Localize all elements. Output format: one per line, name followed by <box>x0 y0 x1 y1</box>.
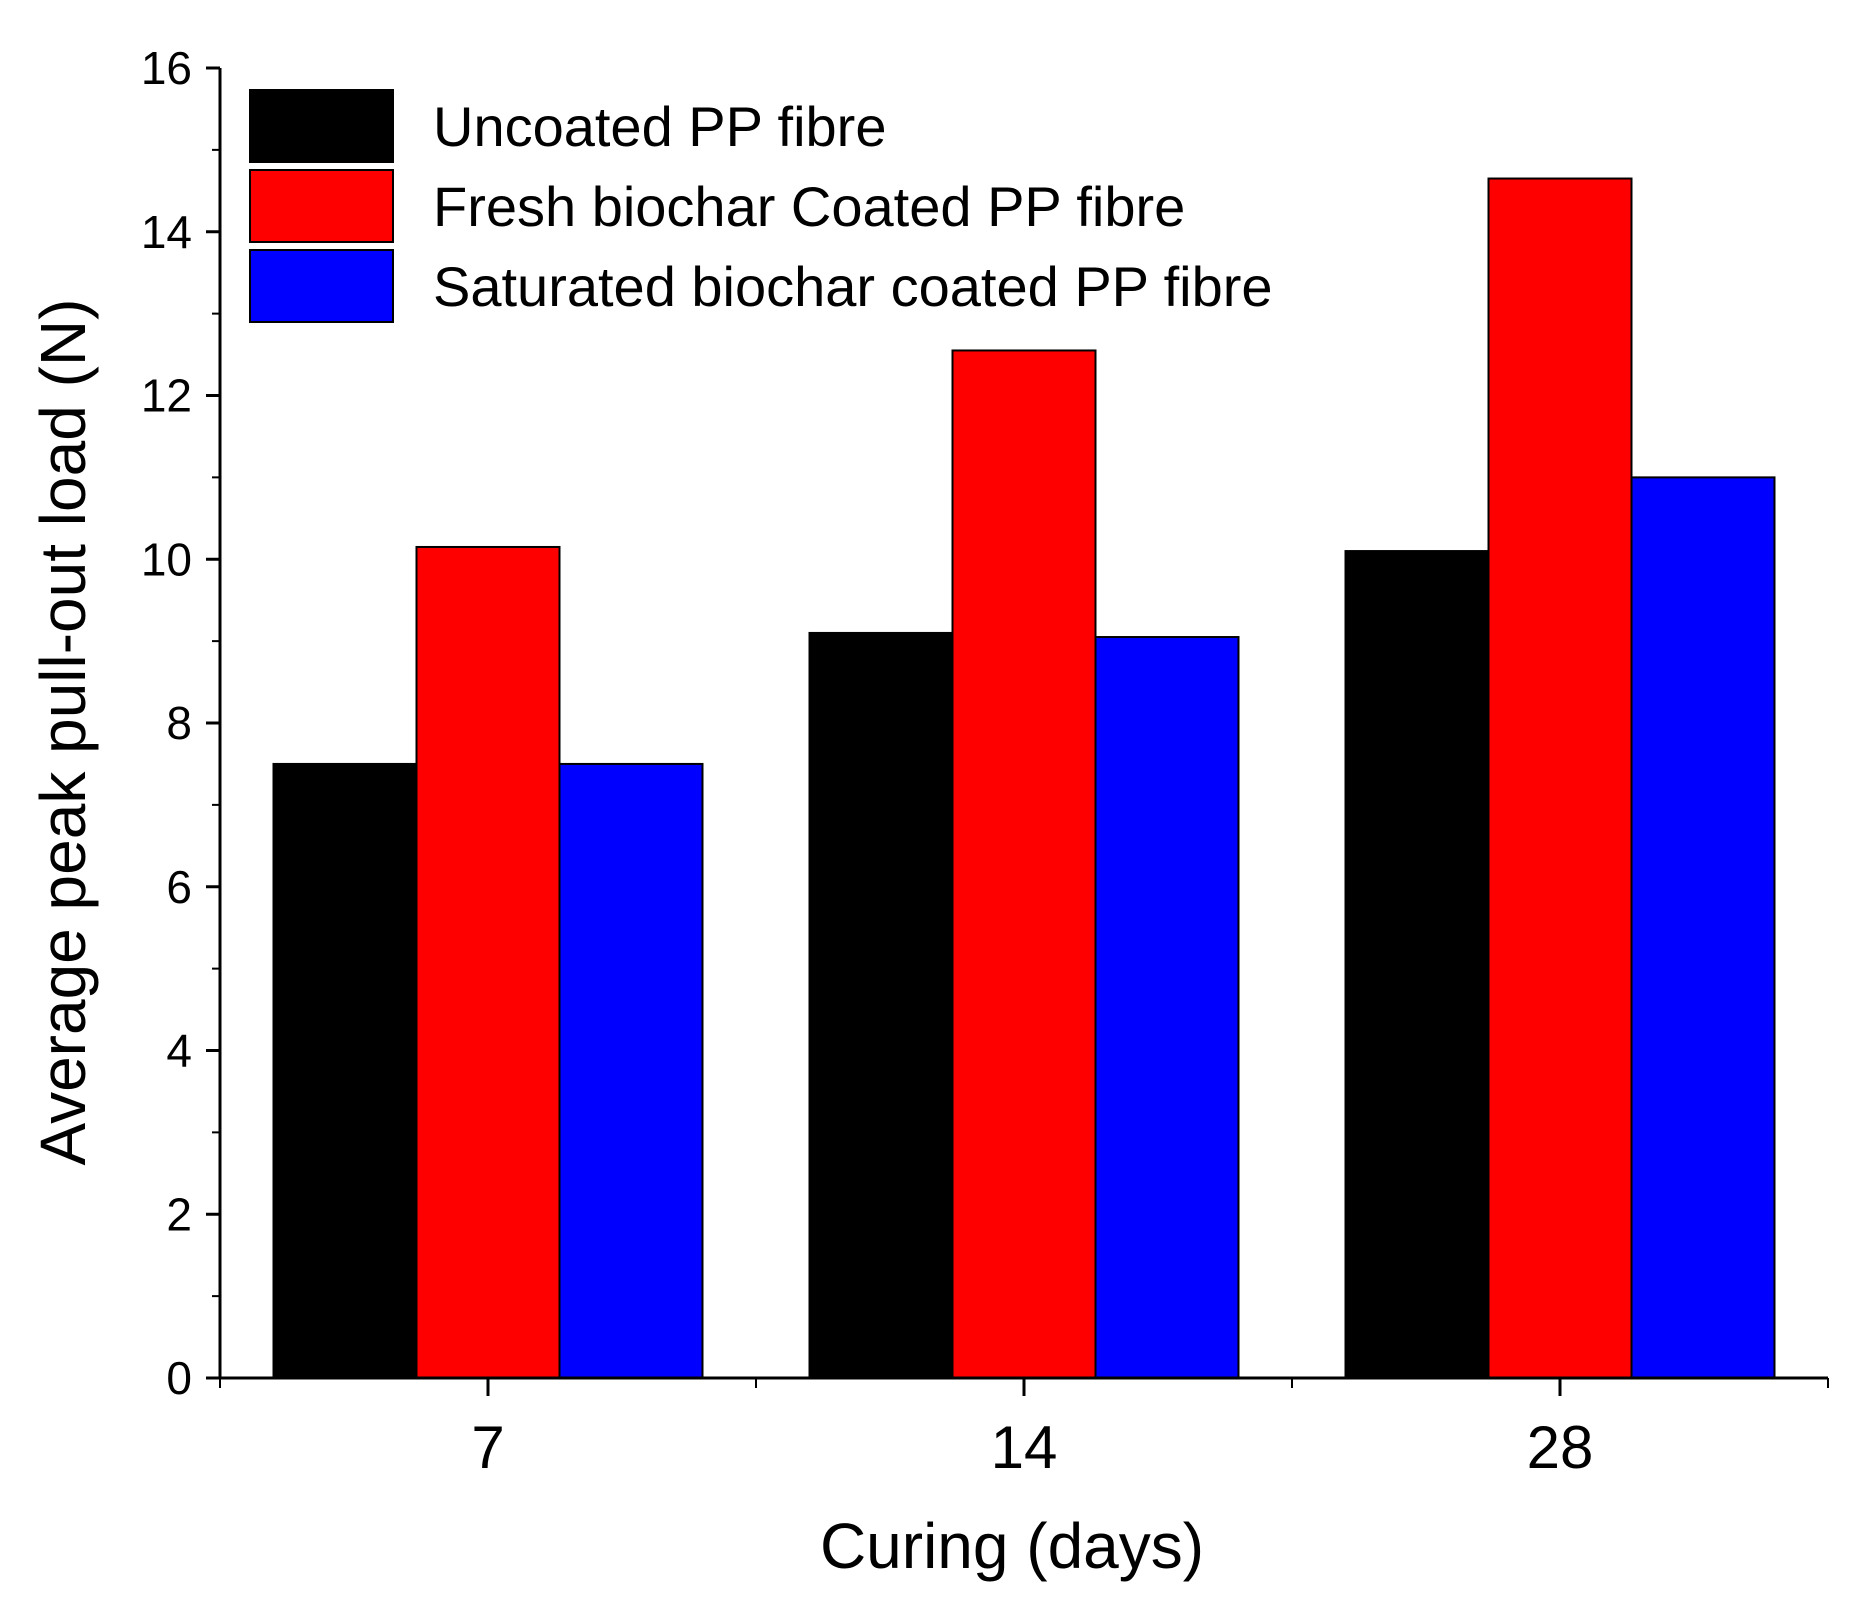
bar-2-7 <box>415 545 561 1379</box>
x-tick-label-7: 7 <box>471 1414 504 1481</box>
bar-3-7 <box>558 762 704 1379</box>
bar-1-7 <box>272 762 418 1379</box>
bar-2-28 <box>1487 177 1633 1379</box>
y-tick-label-16: 16 <box>141 42 192 94</box>
bars-layer <box>272 177 1776 1379</box>
legend-label-1: Uncoated PP fibre <box>433 95 886 158</box>
y-tick-label-14: 14 <box>141 206 192 258</box>
legend-label-2: Fresh biochar Coated PP fibre <box>433 175 1185 238</box>
y-tick-label-0: 0 <box>166 1352 192 1404</box>
y-axis-title: Average peak pull-out load (N) <box>27 299 99 1166</box>
x-axis-title: Curing (days) <box>820 1510 1204 1582</box>
y-tick-label-10: 10 <box>141 533 192 585</box>
y-tick-label-8: 8 <box>166 697 192 749</box>
legend-label-3: Saturated biochar coated PP fibre <box>433 255 1273 318</box>
legend-swatch-3 <box>249 249 394 323</box>
y-tick-label-4: 4 <box>166 1025 192 1077</box>
bar-2-14 <box>951 349 1097 1379</box>
bar-1-28 <box>1344 550 1490 1379</box>
y-tick-label-2: 2 <box>166 1188 192 1240</box>
legend-swatch-1 <box>249 89 394 163</box>
x-tick-label-28: 28 <box>1527 1414 1594 1481</box>
y-tick-label-6: 6 <box>166 861 192 913</box>
legend-swatch-2 <box>249 169 394 243</box>
bar-3-28 <box>1630 476 1776 1379</box>
bar-1-14 <box>808 631 954 1379</box>
bar-3-14 <box>1094 636 1240 1379</box>
legend: Uncoated PP fibre Fresh biochar Coated PP… <box>249 89 1273 323</box>
ticks-layer: 0 2 4 6 8 10 12 14 16 7 14 28 <box>141 42 1829 1481</box>
x-tick-label-14: 14 <box>991 1414 1058 1481</box>
y-tick-label-12: 12 <box>141 370 192 422</box>
